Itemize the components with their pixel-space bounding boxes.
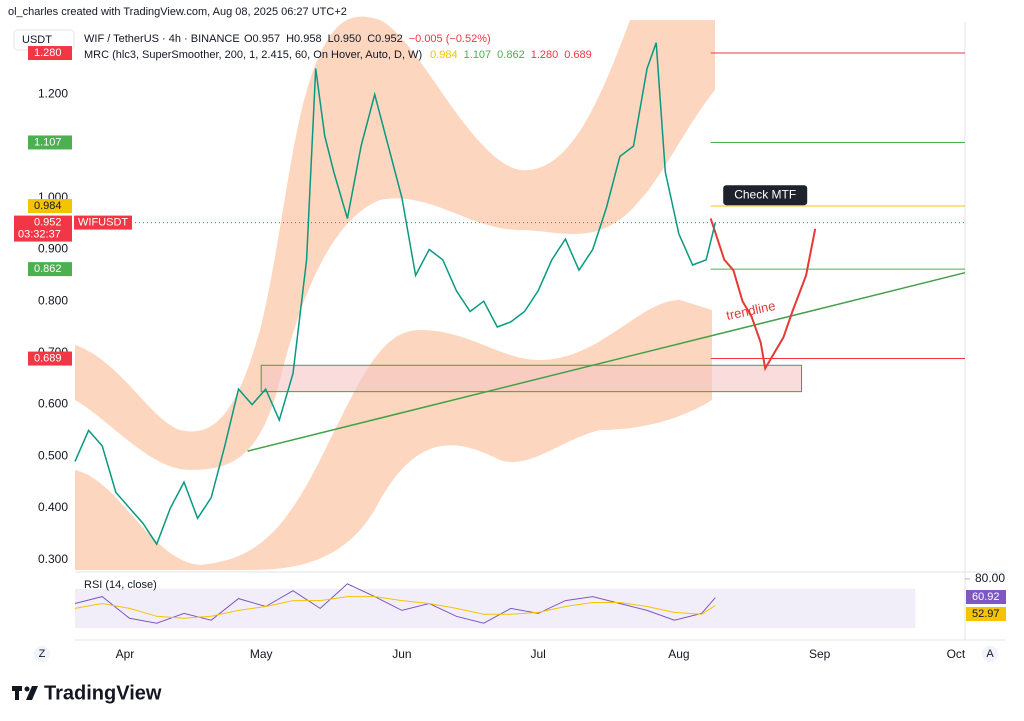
ohlc-value: −0.005 (−0.52%): [409, 33, 491, 45]
rsi-value-label: 60.92: [972, 591, 1000, 603]
zoom-button[interactable]: [34, 646, 50, 662]
symbol-label: WIFUSDT: [78, 216, 128, 228]
trendline: [247, 271, 966, 452]
indicator-value: 1.280: [531, 49, 559, 61]
ohlc-value: H0.958: [286, 33, 321, 45]
logo-mark: [26, 686, 38, 700]
x-tick-label: Jun: [392, 647, 411, 661]
level-label: 1.280: [34, 47, 62, 59]
level-label: 0.862: [34, 263, 62, 275]
symbol: WIF / TetherUS · 4h · BINANCE: [84, 33, 240, 45]
x-tick-label: Jul: [530, 647, 545, 661]
brand: TradingView: [44, 682, 162, 704]
rsi-value-box: [966, 607, 1006, 621]
projection: [709, 218, 817, 372]
auto-icon[interactable]: A: [986, 648, 994, 660]
annotation-box: [723, 185, 808, 206]
y-tick-label: 0.800: [38, 293, 68, 307]
indicator: MRC (hlc3, SuperSmoother, 200, 1, 2.415,…: [84, 49, 422, 61]
level-label-box: [28, 46, 72, 61]
indicator-value: 0.862: [497, 49, 525, 61]
ohlc-value: O0.957: [244, 33, 280, 45]
rsi-value-label: 52.97: [972, 608, 1000, 620]
logo-mark: [15, 686, 19, 700]
indicator-value: 0.689: [564, 49, 592, 61]
y-tick-label: 1.200: [38, 87, 68, 101]
trendline-label: trendline: [725, 298, 777, 323]
zoom-icon[interactable]: Z: [39, 648, 46, 660]
symbol-box: [74, 215, 132, 230]
y-tick-label: 0.900: [38, 242, 68, 256]
rsi-tick-label: 80.00: [975, 571, 1005, 585]
x-tick-label: Apr: [116, 647, 135, 661]
x-tick-label: Oct: [947, 647, 966, 661]
rsi-value-box: [966, 590, 1006, 604]
watermark: ol_charles created with TradingView.com,…: [8, 6, 347, 18]
level-label-box: [28, 262, 72, 277]
auto-scale-button[interactable]: [982, 646, 998, 662]
level-label-box: [28, 199, 72, 214]
logo: [12, 686, 38, 700]
y-tick-label: 0.300: [38, 552, 68, 566]
level-label-box: [28, 351, 72, 366]
price-line: [74, 42, 717, 546]
demand-zone: [260, 364, 803, 393]
level-label-box: [28, 135, 72, 150]
ohlc-value: L0.950: [328, 33, 362, 45]
rsi-line: [74, 583, 716, 624]
x-tick-label: May: [250, 647, 273, 661]
rsi-title: RSI (14, close): [84, 579, 157, 591]
currency[interactable]: USDT: [22, 34, 52, 46]
level-label: 0.689: [34, 352, 62, 364]
rsi-line: [74, 596, 716, 619]
indicator-value: 0.984: [430, 49, 458, 61]
y-tick-label: 0.600: [38, 397, 68, 411]
last-price-label: 0.952: [34, 216, 62, 228]
y-tick-label: 0.500: [38, 448, 68, 462]
mrc-upper-cloud: [75, 16, 715, 471]
level-label: 1.107: [34, 136, 62, 148]
last-price-box: [14, 215, 72, 242]
x-tick-label: Aug: [668, 647, 689, 661]
logo-mark: [24, 686, 30, 692]
annotation-text: Check MTF: [734, 187, 796, 201]
x-tick-label: Sep: [809, 647, 831, 661]
level-label: 0.984: [34, 200, 62, 212]
rsi-band: [75, 588, 916, 629]
y-tick-label: 0.400: [38, 500, 68, 514]
ohlc-value: C0.952: [367, 33, 402, 45]
countdown: 03:32:37: [18, 228, 61, 240]
indicator-value: 1.107: [464, 49, 492, 61]
